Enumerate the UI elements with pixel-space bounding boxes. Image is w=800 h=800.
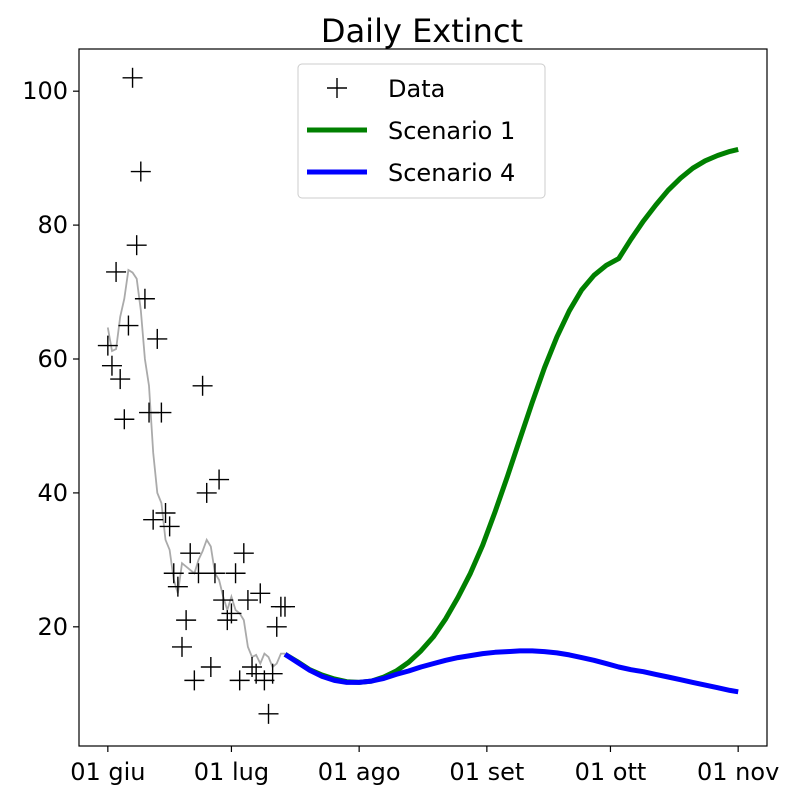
legend-item: Scenario 1 [307, 117, 515, 145]
data-point [122, 67, 143, 88]
data-point [143, 509, 164, 530]
data-point [200, 656, 221, 677]
data-point [196, 482, 217, 503]
legend-box [297, 63, 546, 199]
data-point [171, 636, 192, 657]
data-point [163, 563, 184, 584]
x-tick-label: 01 ago [318, 758, 401, 786]
data-point [110, 369, 131, 390]
y-tick-label: 100 [22, 77, 68, 105]
y-tick-label: 20 [37, 613, 68, 641]
data-point [155, 502, 176, 523]
x-tick-label: 01 nov [697, 758, 779, 786]
data-point [213, 590, 234, 611]
data-point [159, 516, 180, 537]
data-point [184, 670, 205, 691]
legend-label: Scenario 1 [388, 117, 515, 145]
x-tick-label: 01 giu [70, 758, 145, 786]
data-point [225, 563, 246, 584]
data-point [192, 375, 213, 396]
data-point [97, 335, 118, 356]
data-point [126, 235, 147, 256]
data-point [229, 670, 250, 691]
legend-label: Data [388, 75, 445, 103]
x-tick-label: 01 lug [194, 758, 269, 786]
data-point [221, 603, 242, 624]
plot-frame [78, 48, 768, 747]
chart-title: Daily Extinct [321, 12, 523, 50]
data-point [262, 663, 283, 684]
x-tick-label: 01 ott [575, 758, 647, 786]
legend-label: Scenario 4 [388, 159, 515, 187]
data-point [130, 161, 151, 182]
data-point [233, 543, 254, 564]
data-point [266, 616, 287, 637]
data-point [101, 355, 122, 376]
data-point [106, 261, 127, 282]
y-tick-label: 40 [37, 479, 68, 507]
data-point [250, 583, 271, 604]
y-tick-label: 80 [37, 211, 68, 239]
data-point [151, 402, 172, 423]
data-point [258, 703, 279, 724]
y-tick-label: 60 [37, 345, 68, 373]
data-point [134, 288, 155, 309]
x-tick-label: 01 set [449, 758, 524, 786]
series-line-scenario-4 [283, 648, 739, 695]
data-point [204, 563, 225, 584]
data-point [237, 590, 258, 611]
legend-item: Data [327, 75, 445, 103]
plot-area [97, 67, 739, 724]
smoothed-data-line [106, 268, 285, 669]
data-point [167, 576, 188, 597]
data-point [114, 409, 135, 430]
data-point [118, 315, 139, 336]
data-point [274, 596, 295, 617]
data-point [147, 328, 168, 349]
data-point [209, 469, 230, 490]
legend-item: Scenario 4 [307, 159, 515, 187]
legend: Data Scenario 1 Scenario 4 [297, 63, 546, 199]
data-point [180, 543, 201, 564]
axes: 20 40 60 80 100 01 giu 01 lug 01 ago 01 set 01 ot… [22, 48, 779, 786]
data-point [176, 610, 197, 631]
